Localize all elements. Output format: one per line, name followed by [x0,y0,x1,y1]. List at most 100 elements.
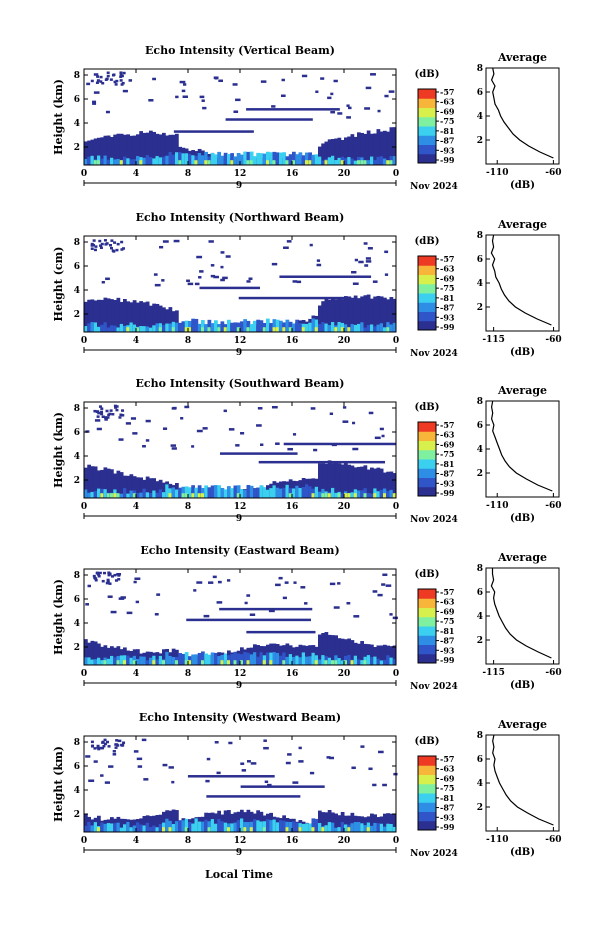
echo-speck [162,763,168,767]
echo-cell [386,813,390,832]
echo-cell [337,298,342,332]
echo-cell [220,660,224,665]
colorbar-swatch [418,107,436,118]
echo-speck [351,766,356,770]
echo-cell [106,647,111,665]
echo-layer [206,795,301,798]
echo-speck [218,79,224,83]
echo-cell [220,155,225,165]
echo-cell [353,467,358,498]
echo-cell [97,160,100,165]
echo-speck [92,102,97,105]
echo-speck [292,280,298,283]
echo-cell [152,655,156,665]
echo-cell [236,327,240,332]
echo-speck [172,406,177,410]
echo-cell [363,488,368,498]
echo-speck [97,747,101,751]
echo-speck [372,280,378,283]
echo-cell [272,327,276,332]
echo-cell [103,467,108,498]
echo-speck [246,760,251,763]
echo-speck [342,406,347,409]
echo-cell [379,489,384,498]
echo-cell [360,660,364,665]
echo-cell [129,657,134,665]
echo-cell [162,822,166,832]
x-tick-label: 16 [286,169,299,179]
echo-speck [101,579,105,583]
date-label: Nov 2024 [410,849,458,859]
echo-cell [243,812,247,832]
echo-speck [93,747,97,750]
echo-cell [223,489,228,498]
echo-cell [350,134,355,165]
echo-cell [305,323,309,332]
echo-cell [97,155,101,165]
echo-cell [155,492,160,498]
echo-speck [92,574,96,578]
echo-cell [292,160,295,165]
echo-cell [220,487,225,498]
echo-cell [142,326,147,332]
echo-cell [279,655,283,665]
echo-cell [298,644,303,665]
colorbar-unit: (dB) [415,236,440,247]
echo-cell [324,298,329,332]
y-tick-label: 4 [74,786,80,796]
echo-cell [149,816,153,832]
echo-cell [262,487,267,498]
echo-cell [379,823,384,832]
echo-cell [129,135,134,165]
echo-cell [116,493,120,498]
echo-cell [357,643,361,665]
echo-cell [106,159,111,165]
echo-cell [188,822,192,832]
echo-speck [368,767,373,771]
echo-speck [208,240,214,243]
y-tick-label: 2 [74,810,80,820]
profile-frame [485,734,560,832]
x-tick-label: 8 [185,669,191,679]
echo-cell [282,487,286,498]
colorbar-unit: (dB) [415,736,440,747]
colorbar-unit: (dB) [415,569,440,580]
echo-speck [260,80,267,83]
echo-cell [233,485,238,498]
y-axis-label: Height (cm) [52,247,65,322]
echo-speck [327,96,332,100]
echo-speck [213,275,219,279]
echo-cell [142,132,147,165]
echo-speck [109,246,113,250]
echo-cell [331,298,335,332]
colorbar-tick-label: -81 [440,126,454,136]
echo-cell [314,818,319,832]
echo-cell [90,640,95,665]
echo-speck [85,755,91,758]
echo-cell [93,160,97,165]
echo-cell [269,820,273,832]
echo-cell [347,493,351,498]
echo-cell [337,463,342,498]
echo-cell [327,299,332,332]
echo-cell [194,654,199,665]
echo-cell [298,827,302,832]
profile-line [490,234,552,326]
echo-cell [87,657,91,665]
echo-cell [360,322,364,332]
echo-cell [360,823,364,832]
echo-speck [216,771,221,775]
echo-cell [327,460,332,498]
echo-cell [249,160,253,165]
echo-speck [382,573,388,577]
x-tick-label: 0 [393,169,399,179]
echo-cell [311,154,316,165]
echo-cell [272,160,276,165]
x-tick-label: 16 [286,502,299,512]
colorbar-tick-label: -63 [440,430,455,440]
echo-cell [386,131,390,165]
x-tick-label: 8 [185,836,191,846]
echo-cell [389,127,394,165]
colorbar-tick-label: -87 [440,136,454,146]
